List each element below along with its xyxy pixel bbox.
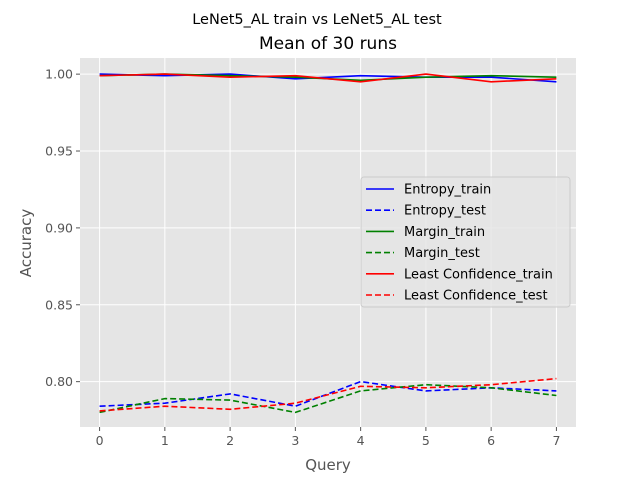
x-tick-label: 6 [487, 433, 495, 448]
y-tick-label: 0.85 [45, 297, 73, 312]
legend-label: Entropy_test [404, 204, 486, 219]
series-line-entropy-train [99, 73, 557, 83]
x-tick-label: 0 [96, 433, 104, 448]
x-tick-label: 7 [552, 433, 560, 448]
x-axis-label: Query [305, 456, 351, 474]
chart-title: Mean of 30 runs [259, 34, 397, 54]
legend-label: Least Confidence_train [404, 267, 553, 282]
legend-box [360, 176, 571, 308]
series-line-least-confidence-test [99, 377, 557, 412]
x-tick-label: 4 [357, 433, 365, 448]
legend-label: Margin_test [404, 246, 480, 261]
chart-suptitle: LeNet5_AL train vs LeNet5_AL test [192, 12, 442, 28]
y-tick-label: 1.00 [45, 67, 73, 82]
x-tick-label: 2 [226, 433, 234, 448]
legend-label: Entropy_train [404, 183, 491, 198]
legend: Entropy_train Entropy_test Margin_train Mar… [360, 176, 571, 308]
legend-label: Least Confidence_test [404, 289, 548, 304]
axis-ticks: 0 1 2 3 4 5 6 7 0.80 0.85 0.90 0.95 1.00 [45, 67, 560, 448]
y-tick-label: 0.90 [45, 220, 73, 235]
x-tick-label: 3 [291, 433, 299, 448]
y-tick-label: 0.80 [45, 374, 73, 389]
series-line-margin-test [99, 383, 557, 414]
x-tick-label: 5 [422, 433, 430, 448]
series-line-least-confidence-train [99, 73, 557, 83]
series-line-entropy-test [99, 380, 557, 408]
legend-label: Margin_train [404, 225, 485, 240]
y-tick-label: 0.95 [45, 144, 73, 159]
y-axis-label: Accuracy [17, 209, 35, 278]
series-lines [99, 73, 557, 414]
x-tick-label: 1 [161, 433, 169, 448]
